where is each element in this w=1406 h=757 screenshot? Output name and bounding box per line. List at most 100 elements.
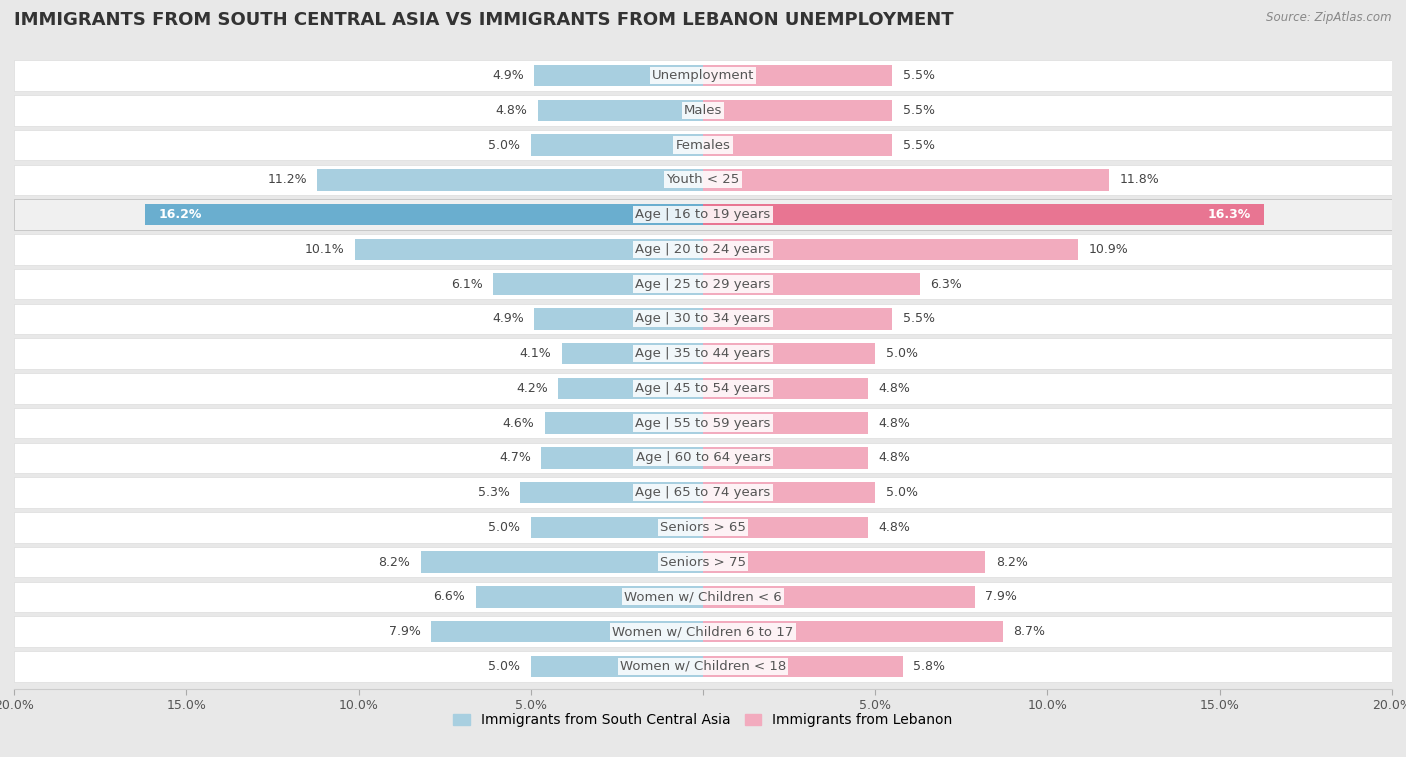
Bar — [703, 273, 920, 294]
Bar — [14, 477, 1392, 508]
Bar — [537, 100, 703, 121]
Bar — [475, 586, 703, 608]
Bar — [703, 656, 903, 677]
Text: 16.2%: 16.2% — [159, 208, 202, 221]
Bar — [703, 621, 1002, 642]
Text: 4.1%: 4.1% — [520, 347, 551, 360]
Text: 4.8%: 4.8% — [879, 521, 911, 534]
Text: 7.9%: 7.9% — [986, 590, 1018, 603]
Text: 4.8%: 4.8% — [879, 382, 911, 395]
Text: 6.3%: 6.3% — [931, 278, 962, 291]
Bar — [494, 273, 703, 294]
Bar — [562, 343, 703, 364]
Text: 10.1%: 10.1% — [305, 243, 344, 256]
Bar — [14, 269, 1392, 299]
Bar — [145, 204, 703, 226]
Text: 5.5%: 5.5% — [903, 313, 935, 326]
Bar — [703, 100, 893, 121]
Bar — [14, 61, 1392, 91]
Text: 5.5%: 5.5% — [903, 104, 935, 117]
Text: 8.7%: 8.7% — [1012, 625, 1045, 638]
Bar — [534, 308, 703, 329]
Text: 4.9%: 4.9% — [492, 313, 524, 326]
Text: Females: Females — [675, 139, 731, 151]
Text: Women w/ Children < 6: Women w/ Children < 6 — [624, 590, 782, 603]
Bar — [703, 238, 1078, 260]
Text: 7.9%: 7.9% — [388, 625, 420, 638]
Text: Age | 20 to 24 years: Age | 20 to 24 years — [636, 243, 770, 256]
Bar — [430, 621, 703, 642]
Text: Age | 55 to 59 years: Age | 55 to 59 years — [636, 416, 770, 429]
Text: Age | 65 to 74 years: Age | 65 to 74 years — [636, 486, 770, 499]
Bar — [14, 199, 1392, 230]
Bar — [703, 204, 1264, 226]
Bar — [541, 447, 703, 469]
Bar — [14, 199, 1392, 230]
Bar — [703, 308, 893, 329]
Bar — [14, 234, 1392, 265]
Text: 4.6%: 4.6% — [502, 416, 534, 429]
Text: 5.0%: 5.0% — [886, 347, 918, 360]
Bar — [14, 164, 1392, 195]
Bar — [703, 343, 875, 364]
Bar — [531, 134, 703, 156]
Bar — [703, 481, 875, 503]
Text: 5.0%: 5.0% — [488, 521, 520, 534]
Text: 5.0%: 5.0% — [886, 486, 918, 499]
Bar — [531, 516, 703, 538]
Bar — [703, 551, 986, 573]
Bar — [14, 408, 1392, 438]
Bar — [14, 95, 1392, 126]
Bar — [14, 129, 1392, 160]
Text: 5.5%: 5.5% — [903, 139, 935, 151]
Text: Age | 16 to 19 years: Age | 16 to 19 years — [636, 208, 770, 221]
Text: 10.9%: 10.9% — [1088, 243, 1129, 256]
Text: Youth < 25: Youth < 25 — [666, 173, 740, 186]
Text: 5.0%: 5.0% — [488, 139, 520, 151]
Text: Age | 35 to 44 years: Age | 35 to 44 years — [636, 347, 770, 360]
Text: Women w/ Children < 18: Women w/ Children < 18 — [620, 660, 786, 673]
Bar — [703, 413, 869, 434]
Text: 6.6%: 6.6% — [433, 590, 465, 603]
Bar — [534, 65, 703, 86]
Text: Age | 60 to 64 years: Age | 60 to 64 years — [636, 451, 770, 464]
Bar — [14, 616, 1392, 646]
Bar — [703, 447, 869, 469]
Text: Age | 25 to 29 years: Age | 25 to 29 years — [636, 278, 770, 291]
Text: Seniors > 75: Seniors > 75 — [659, 556, 747, 569]
Text: 6.1%: 6.1% — [451, 278, 482, 291]
Text: 8.2%: 8.2% — [378, 556, 411, 569]
Bar — [14, 581, 1392, 612]
Bar — [318, 169, 703, 191]
Bar — [14, 512, 1392, 543]
Bar — [14, 304, 1392, 334]
Text: 5.5%: 5.5% — [903, 69, 935, 82]
Bar — [703, 516, 869, 538]
Bar — [703, 378, 869, 399]
Bar — [420, 551, 703, 573]
Text: Age | 45 to 54 years: Age | 45 to 54 years — [636, 382, 770, 395]
Bar — [520, 481, 703, 503]
Bar — [14, 651, 1392, 681]
Text: 5.0%: 5.0% — [488, 660, 520, 673]
Text: 5.3%: 5.3% — [478, 486, 510, 499]
Text: 4.8%: 4.8% — [879, 451, 911, 464]
Bar — [14, 547, 1392, 578]
Text: 8.2%: 8.2% — [995, 556, 1028, 569]
Text: 5.8%: 5.8% — [912, 660, 945, 673]
Bar — [703, 65, 893, 86]
Legend: Immigrants from South Central Asia, Immigrants from Lebanon: Immigrants from South Central Asia, Immi… — [447, 708, 959, 733]
Text: 11.2%: 11.2% — [267, 173, 307, 186]
Bar — [703, 586, 976, 608]
Text: 4.2%: 4.2% — [516, 382, 548, 395]
Bar — [531, 656, 703, 677]
Bar — [14, 443, 1392, 473]
Text: Males: Males — [683, 104, 723, 117]
Text: Unemployment: Unemployment — [652, 69, 754, 82]
Text: 4.9%: 4.9% — [492, 69, 524, 82]
Bar — [703, 169, 1109, 191]
Text: Seniors > 65: Seniors > 65 — [659, 521, 747, 534]
Bar — [356, 238, 703, 260]
Text: Women w/ Children 6 to 17: Women w/ Children 6 to 17 — [613, 625, 793, 638]
Text: 4.8%: 4.8% — [495, 104, 527, 117]
